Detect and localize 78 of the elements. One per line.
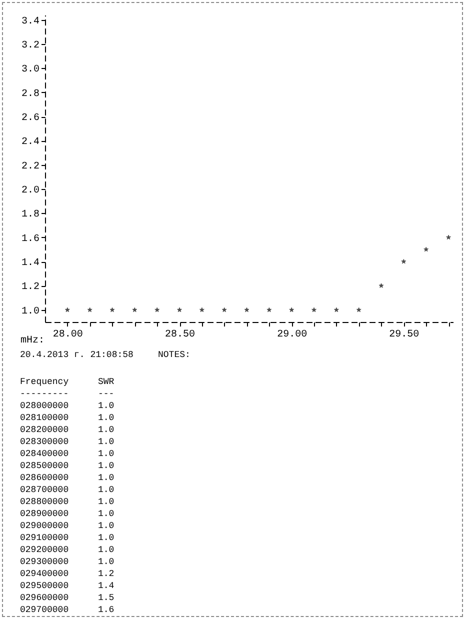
text: 1.0 <box>98 412 114 424</box>
point <box>132 307 138 312</box>
text: 1.0 <box>98 424 114 436</box>
point <box>424 246 429 252</box>
point <box>177 307 182 312</box>
text: 1.0 <box>98 496 114 508</box>
y-tick-label: 1.2 <box>21 282 40 294</box>
text: 029600000 <box>20 592 69 604</box>
text: 1.0 <box>98 508 114 520</box>
text: 028800000 <box>20 496 69 508</box>
text: 028900000 <box>20 508 69 520</box>
point <box>154 307 160 312</box>
text: 1.0 <box>98 400 114 412</box>
text: 029500000 <box>20 580 69 592</box>
text: Frequency <box>20 376 69 388</box>
text: 028500000 <box>20 460 69 472</box>
y-tick-label: 1.0 <box>21 306 40 318</box>
point <box>356 307 362 312</box>
text: 028100000 <box>20 412 69 424</box>
text: 029000000 <box>20 520 69 532</box>
text: 1.0 <box>98 520 114 532</box>
y-tick-label: 2.8 <box>21 88 40 100</box>
point <box>110 307 115 312</box>
text: SWR <box>98 376 114 388</box>
text: 1.2 <box>98 568 114 580</box>
y-tick-label: 3.4 <box>21 16 40 28</box>
text: --------- <box>20 388 69 400</box>
text: 029100000 <box>20 532 69 544</box>
point <box>87 307 92 312</box>
point <box>289 307 294 312</box>
point <box>222 307 227 312</box>
y-tick-label: 3.0 <box>21 64 40 76</box>
text: 1.0 <box>98 532 114 544</box>
text: 20.4.2013 г. 21:08:58 <box>20 349 134 361</box>
text: 028200000 <box>20 424 69 436</box>
text: 029400000 <box>20 568 69 580</box>
point <box>312 307 316 312</box>
text: 1.0 <box>98 544 114 556</box>
text: --- <box>98 388 114 400</box>
point <box>199 307 204 312</box>
text: 029700000 <box>20 604 69 616</box>
y-tick-label: 3.2 <box>21 40 40 52</box>
point <box>378 283 384 288</box>
y-tick-label: 1.4 <box>21 258 40 270</box>
text: 1.0 <box>98 448 114 460</box>
x-tick-label: 28.50 <box>165 330 196 340</box>
x-tick-label: 28.00 <box>52 330 83 340</box>
text: 029200000 <box>20 544 69 556</box>
text: 1.6 <box>98 604 114 616</box>
text: NOTES: <box>158 349 190 361</box>
point <box>64 307 70 312</box>
y-tick-label: 2.0 <box>21 186 40 197</box>
text: 028000000 <box>20 400 69 412</box>
text: 028400000 <box>20 448 69 460</box>
text: 1.0 <box>98 472 114 484</box>
text: 1.5 <box>98 592 114 604</box>
point <box>334 307 339 312</box>
y-tick-label: 2.2 <box>21 161 40 172</box>
text: 028600000 <box>20 472 69 484</box>
y-tick-label: 2.6 <box>21 113 40 124</box>
y-tick-label: 1.8 <box>21 210 40 221</box>
y-tick-label: 1.6 <box>21 234 40 245</box>
point <box>401 258 406 264</box>
x-axis-title: mHz: <box>20 336 45 346</box>
text: 029300000 <box>20 556 69 568</box>
point <box>244 307 250 312</box>
y-tick-label: 2.4 <box>21 137 40 148</box>
x-tick-label: 29.50 <box>389 330 420 340</box>
text: 1.0 <box>98 460 114 472</box>
text: 1.0 <box>98 556 114 568</box>
x-tick-label: 29.00 <box>277 330 308 340</box>
text: 028700000 <box>20 484 69 496</box>
text: 028300000 <box>20 436 69 448</box>
point <box>266 307 272 312</box>
text: 1.0 <box>98 484 114 496</box>
text: 1.0 <box>98 436 114 448</box>
point <box>446 234 451 240</box>
text: 1.4 <box>98 580 114 592</box>
